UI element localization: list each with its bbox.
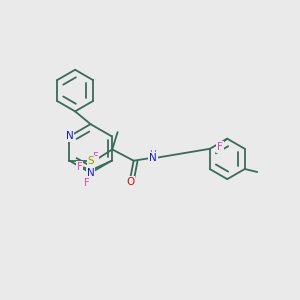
Text: F: F [217, 142, 223, 152]
Text: F: F [77, 162, 83, 172]
Text: H: H [150, 150, 156, 159]
Text: F: F [84, 178, 90, 188]
Text: N: N [66, 131, 73, 141]
Text: N: N [149, 153, 157, 163]
Text: O: O [126, 176, 134, 187]
Text: F: F [92, 152, 98, 162]
Text: S: S [88, 156, 94, 166]
Text: N: N [87, 168, 94, 178]
